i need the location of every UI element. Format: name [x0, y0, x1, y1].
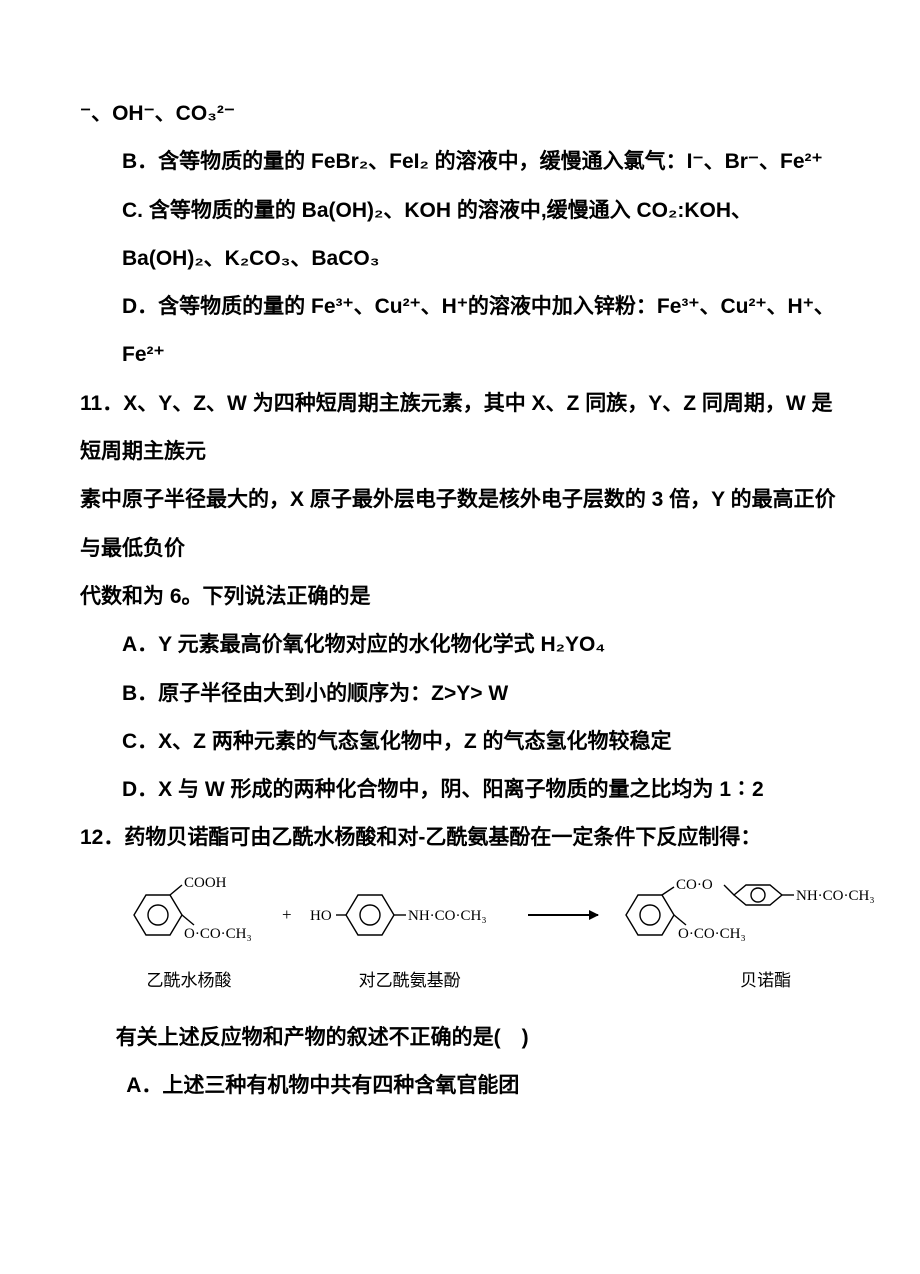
q12-option-a: A．上述三种有机物中共有四种含氧官能团 [80, 1062, 840, 1110]
q10-option-c: C. 含等物质的量的 Ba(OH)₂、KOH 的溶液中,缓慢通入 CO₂:KOH… [80, 187, 840, 284]
q12-post-stem: 有关上述反应物和产物的叙述不正确的是( ) [80, 1014, 840, 1062]
paracetamol-caption: 对乙酰氨基酚 [359, 957, 461, 1000]
benorilate-coo-label: CO·O [676, 877, 713, 893]
aspirin-caption: 乙酰水杨酸 [147, 957, 232, 1000]
paracetamol-ho-label: HO [310, 908, 332, 924]
reaction-arrow [528, 873, 598, 957]
molecule-benorilate: CO·O O·CO·CH₃ NH·CO·CH₃ 贝诺酯 [616, 873, 916, 1000]
molecule-paracetamol: HO NH·CO·CH₃ 对乙酰氨基酚 [310, 873, 510, 1000]
benorilate-structure-icon: CO·O O·CO·CH₃ NH·CO·CH₃ [616, 873, 916, 957]
aspirin-structure-icon: COOH O·CO·CH₃ [114, 873, 264, 957]
q10-option-a-continuation: ⁻、OH⁻、CO₃²⁻ [80, 90, 840, 138]
benorilate-nhcoch3-label: NH·CO·CH₃ [796, 888, 875, 904]
q11-stem-line-1: 11．X、Y、Z、W 为四种短周期主族元素，其中 X、Z 同族，Y、Z 同周期，… [80, 380, 840, 477]
q10-option-b: B．含等物质的量的 FeBr₂、FeI₂ 的溶液中，缓慢通入氯气：I⁻、Br⁻、… [80, 138, 840, 186]
q11-stem-line-2: 素中原子半径最大的，X 原子最外层电子数是核外电子层数的 3 倍，Y 的最高正价… [80, 476, 840, 573]
paracetamol-structure-icon: HO NH·CO·CH₃ [310, 873, 510, 957]
q11-stem-line-3: 代数和为 6。下列说法正确的是 [80, 573, 840, 621]
q10-option-d: D．含等物质的量的 Fe³⁺、Cu²⁺、H⁺的溶液中加入锌粉：Fe³⁺、Cu²⁺… [80, 283, 840, 380]
q11-option-d: D．X 与 W 形成的两种化合物中，阴、阳离子物质的量之比均为 1∶2 [80, 766, 840, 814]
arrow-icon [528, 914, 598, 916]
q11-option-b: B．原子半径由大到小的顺序为：Z>Y> W [80, 670, 840, 718]
q12-stem: 12．药物贝诺酯可由乙酰水杨酸和对-乙酰氨基酚在一定条件下反应制得： [80, 814, 840, 862]
plus-sign-1: + [282, 873, 292, 957]
molecule-aspirin: COOH O·CO·CH₃ 乙酰水杨酸 [114, 873, 264, 1000]
benorilate-caption: 贝诺酯 [740, 957, 791, 1000]
aspirin-ester-label: O·CO·CH₃ [184, 926, 252, 942]
benorilate-ococh3-label: O·CO·CH₃ [678, 926, 746, 942]
q11-option-a: A．Y 元素最高价氧化物对应的水化物化学式 H₂YO₄ [80, 621, 840, 669]
aspirin-cooh-label: COOH [184, 875, 227, 891]
q11-option-c: C．X、Z 两种元素的气态氢化物中，Z 的气态氢化物较稳定 [80, 718, 840, 766]
q12-reaction-scheme: COOH O·CO·CH₃ 乙酰水杨酸 + HO NH·CO·CH₃ 对乙酰氨基… [80, 873, 840, 1000]
paracetamol-nhcoch3-label: NH·CO·CH₃ [408, 908, 487, 924]
